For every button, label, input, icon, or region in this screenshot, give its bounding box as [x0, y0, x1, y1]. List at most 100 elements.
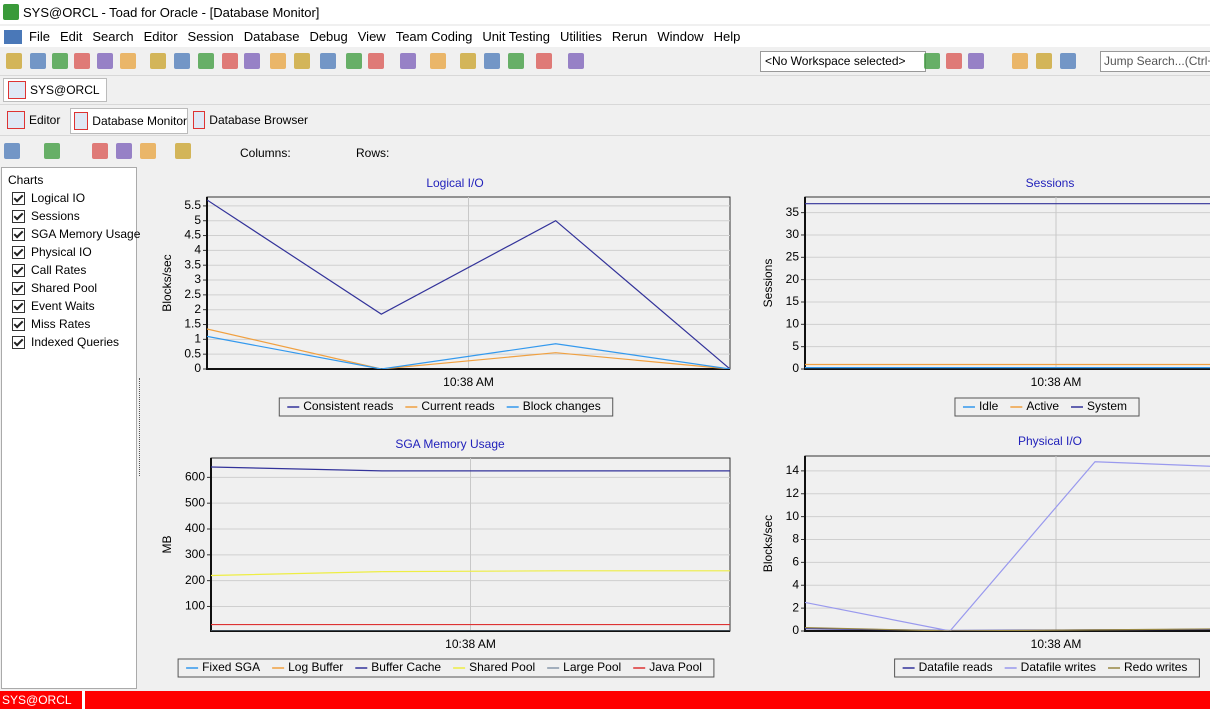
tab-icon [74, 112, 89, 130]
checkbox-label: Miss Rates [31, 317, 91, 331]
splitter[interactable] [139, 378, 146, 476]
toolbar-button[interactable] [30, 53, 46, 69]
toolbar-button[interactable] [175, 143, 191, 159]
x-tick-label: 10:38 AM [1031, 637, 1082, 651]
toolbar-button[interactable] [368, 53, 384, 69]
toolbar-button[interactable] [270, 53, 286, 69]
toolbar-button[interactable] [92, 143, 108, 159]
toolbar-button[interactable] [484, 53, 500, 69]
y-tick-label: 0 [792, 623, 799, 637]
toolbar-button[interactable] [294, 53, 310, 69]
menu-item[interactable]: Edit [59, 29, 83, 44]
menu-item[interactable]: Unit Testing [482, 29, 550, 44]
toolbar-button[interactable] [968, 53, 984, 69]
y-tick-label: 5 [194, 213, 201, 227]
menu-item[interactable]: Session [187, 29, 234, 44]
toolbar-button[interactable] [222, 53, 238, 69]
toolbar-button[interactable] [400, 53, 416, 69]
y-tick-label: 4.5 [184, 228, 201, 242]
toolbar-button[interactable] [568, 53, 584, 69]
y-tick-label: 10 [786, 316, 800, 330]
y-tick-label: 2 [792, 600, 799, 614]
tab-bar: Editor Database Monitor Database Browser [0, 105, 1210, 136]
toolbar-button[interactable] [924, 53, 940, 69]
toolbar-button[interactable] [140, 143, 156, 159]
plot-area [804, 455, 1210, 632]
toolbar-button[interactable] [120, 53, 136, 69]
menu-item[interactable]: File [29, 29, 50, 44]
chart-checkbox-item[interactable]: Call Rates [12, 263, 86, 277]
toolbar-button[interactable] [74, 53, 90, 69]
y-tick-label: 4 [194, 243, 201, 257]
y-axis-label: Blocks/sec [160, 254, 174, 311]
chart-checkbox-item[interactable]: Physical IO [12, 245, 92, 259]
y-tick-label: 4 [792, 577, 799, 591]
menu-item[interactable]: Window [657, 29, 704, 44]
checkbox-label: Shared Pool [31, 281, 98, 295]
toolbar-button[interactable] [536, 53, 552, 69]
toolbar-button[interactable] [460, 53, 476, 69]
jump-search-text: Jump Search...(Ctrl+J [1104, 54, 1210, 68]
toolbar-button[interactable] [174, 53, 190, 69]
chart: Logical I/O 00.511.522.533.544.555.5 10:38… [160, 176, 731, 417]
toolbar-button[interactable] [1036, 53, 1052, 69]
connection-tab[interactable]: SYS@ORCL [3, 78, 107, 102]
checkbox[interactable] [12, 335, 25, 349]
series-group [805, 203, 1210, 369]
checkbox[interactable] [12, 227, 25, 241]
chart-checkbox-item[interactable]: Event Waits [12, 299, 95, 313]
toolbar-button[interactable] [4, 143, 20, 159]
toolbar-button[interactable] [1060, 53, 1076, 69]
y-tick-label: 200 [185, 573, 205, 587]
toolbar-button[interactable] [430, 53, 446, 69]
toolbar-button[interactable] [198, 53, 214, 69]
y-tick-label: 35 [786, 205, 800, 219]
menu-item[interactable]: View [357, 29, 386, 44]
legend-box [177, 658, 715, 678]
menu-item[interactable]: Database [243, 29, 300, 44]
checkbox[interactable] [12, 263, 25, 277]
chart-checkbox-item[interactable]: Sessions [12, 209, 80, 223]
toolbar-button[interactable] [320, 53, 336, 69]
toolbar-button[interactable] [346, 53, 362, 69]
workspace-dropdown[interactable]: <No Workspace selected> [760, 51, 926, 72]
toolbar-button[interactable] [150, 53, 166, 69]
chart-checkbox-item[interactable]: Indexed Queries [12, 335, 119, 349]
menu-item[interactable]: Editor [143, 29, 178, 44]
toolbar-button[interactable] [244, 53, 260, 69]
tab[interactable]: Editor [4, 108, 62, 132]
checkbox[interactable] [12, 191, 25, 205]
toolbar-button[interactable] [116, 143, 132, 159]
main-toolbar: <No Workspace selected> Jump Search...(C… [0, 48, 1210, 76]
checkbox[interactable] [12, 281, 25, 295]
checkbox[interactable] [12, 317, 25, 331]
chart-checkbox-item[interactable]: Miss Rates [12, 317, 90, 331]
toolbar-button[interactable] [1012, 53, 1028, 69]
tab[interactable]: Database Monitor [70, 108, 188, 134]
toolbar-button[interactable] [946, 53, 962, 69]
checkbox[interactable] [12, 209, 25, 223]
y-tick-label: 400 [185, 521, 205, 535]
menu-item[interactable]: Debug [309, 29, 348, 44]
status-bar: SYS@ORCL [0, 691, 1210, 709]
chart-checkbox-item[interactable]: Logical IO [12, 191, 85, 205]
chart-checkbox-item[interactable]: SGA Memory Usage [12, 227, 140, 241]
toolbar-button[interactable] [52, 53, 68, 69]
jump-search[interactable]: Jump Search...(Ctrl+J [1100, 51, 1210, 72]
legend-label: Buffer Cache [371, 660, 441, 674]
menu-item[interactable]: Utilities [560, 29, 602, 44]
menu-item[interactable]: Rerun [611, 29, 648, 44]
menu-item[interactable]: Help [713, 29, 741, 44]
toolbar-button[interactable] [6, 53, 22, 69]
toolbar-button[interactable] [44, 143, 60, 159]
checkbox[interactable] [12, 245, 25, 259]
legend: Fixed SGA Log Buffer Buffer Cache Shared Po… [177, 658, 715, 678]
toolbar-button[interactable] [97, 53, 113, 69]
chart-checkbox-item[interactable]: Shared Pool [12, 281, 97, 295]
menu-item[interactable]: Team Coding [395, 29, 473, 44]
toolbar-button[interactable] [508, 53, 524, 69]
checkbox[interactable] [12, 299, 25, 313]
menu-item[interactable]: Search [92, 29, 134, 44]
y-tick-label: 15 [786, 294, 800, 308]
tab[interactable]: Database Browser [190, 108, 308, 132]
